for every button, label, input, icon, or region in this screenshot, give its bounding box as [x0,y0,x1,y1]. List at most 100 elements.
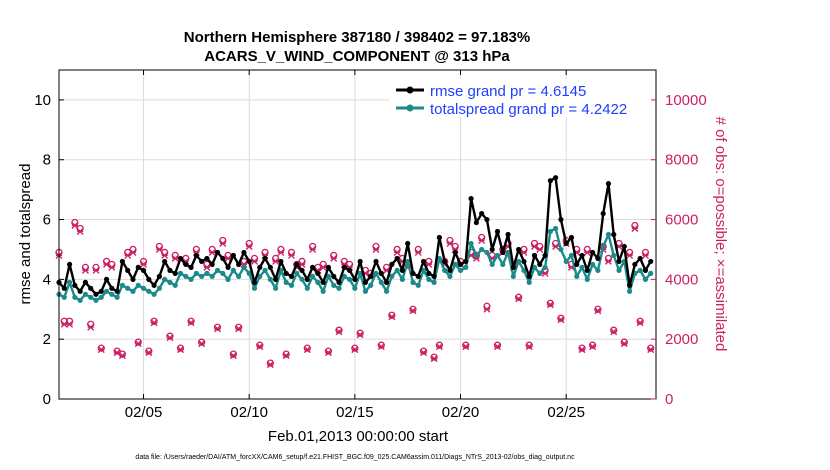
rmse-data-point [531,252,538,259]
rmse-data-point [236,261,242,268]
rmse-data-point [109,285,115,291]
rmse-data-point [542,252,548,259]
rmse-data-point [378,270,384,276]
rmse-data-point [72,282,78,288]
spread-data-point [82,291,89,297]
rmse-data-point [642,267,649,273]
legend: rmse grand pr = 4.6145 totalspread grand… [389,79,651,118]
rmse-data-point [616,258,622,265]
spread-data-point [584,276,590,282]
obs-assimilated-marker [198,340,206,348]
obs-possible-marker [610,326,618,334]
rmse-data-point [463,258,469,265]
spread-data-point [336,285,342,291]
obs-possible-marker [356,329,364,337]
spread-data-point [553,225,559,232]
spread-data-point [331,282,337,288]
chart-title-line2: ACARS_V_WIND_COMPONENT @ 313 hPa [204,48,510,65]
obs-assimilated-marker [409,307,417,315]
obs-possible-marker [303,344,311,352]
rmse-data-point [457,261,464,268]
spread-data-point [167,279,173,285]
rmse-data-point [563,240,569,247]
spread-data-point [273,285,279,291]
obs-assimilated-marker [483,305,491,313]
obs-assimilated-marker [631,225,639,233]
obs-assimilated-marker [414,248,422,256]
legend-spread-marker [406,104,414,112]
spread-data-point [304,285,310,291]
rmse-data-point [410,270,416,276]
obs-assimilated-marker [525,343,533,351]
spread-data-point [494,252,501,259]
rmse-data-point [273,276,279,282]
rmse-data-point [394,255,400,262]
obs-assimilated-marker [478,236,486,244]
rmse-data-point [320,279,326,285]
spread-data-point [346,276,353,282]
spread-data-point [510,273,516,279]
rmse-data-point [309,264,316,270]
y-tick-label-right: 6000 [665,212,698,229]
spread-data-point [616,267,622,273]
rmse-data-point [346,267,353,273]
obs-possible-marker [546,299,554,307]
spread-data-point [563,258,569,265]
spread-data-point [88,294,94,300]
obs-assimilated-marker [620,340,628,348]
rmse-data-point [389,261,395,268]
obs-assimilated-marker [356,331,364,339]
obs-assimilated-marker [462,343,470,351]
obs-assimilated-marker [330,254,338,262]
spread-data-point [320,288,326,294]
x-tick-label: 02/05 [125,404,163,421]
obs-assimilated-marker [161,251,169,259]
rmse-data-point [140,267,147,273]
plot-frame [58,69,657,400]
rmse-data-point [172,270,178,276]
legend-rmse-label: rmse grand pr = 4.6145 [430,83,586,100]
rmse-data-point [510,264,516,270]
rmse-data-point [621,243,627,250]
obs-possible-marker [187,317,195,325]
obs-assimilated-marker [626,251,634,259]
spread-data-point [156,285,162,291]
rmse-data-point [257,264,263,270]
spread-data-point [611,252,617,259]
spread-data-point [199,273,205,279]
obs-possible-marker [166,332,174,340]
rmse-data-point [325,264,332,270]
obs-possible-marker [620,338,628,346]
rmse-data-point [288,273,295,279]
obs-possible-marker [118,350,127,358]
spread-data-point [447,273,453,279]
spread-data-point [125,285,131,291]
y-tick-label-right: 10000 [665,92,707,109]
spread-data-point [183,273,189,279]
spread-data-point [468,240,474,247]
y-tick-label-left: 4 [43,271,51,288]
obs-assimilated-marker [589,343,597,351]
spread-data-point [135,282,141,288]
rmse-data-point [574,261,580,268]
obs-possible-marker [419,347,428,355]
rmse-data-point [225,264,231,270]
spread-data-point [225,276,231,282]
spread-data-point [626,288,633,294]
spread-data-point [505,249,511,256]
rmse-data-point [494,228,501,235]
obs-assimilated-marker [214,325,221,333]
obs-assimilated-marker [647,346,655,354]
obs-assimilated-marker [219,239,227,247]
y-tick-label-right: 0 [665,391,673,408]
obs-assimilated-marker [266,361,274,369]
spread-data-point [77,297,83,303]
rmse-data-point [637,255,643,262]
spread-data-point [214,267,221,273]
obs-possible-marker [335,326,343,334]
rmse-data-point [516,246,522,253]
spread-data-point [368,282,374,288]
obs-assimilated-marker [250,257,258,265]
rmse-data-point [315,270,321,276]
obs-possible-marker [557,314,565,322]
